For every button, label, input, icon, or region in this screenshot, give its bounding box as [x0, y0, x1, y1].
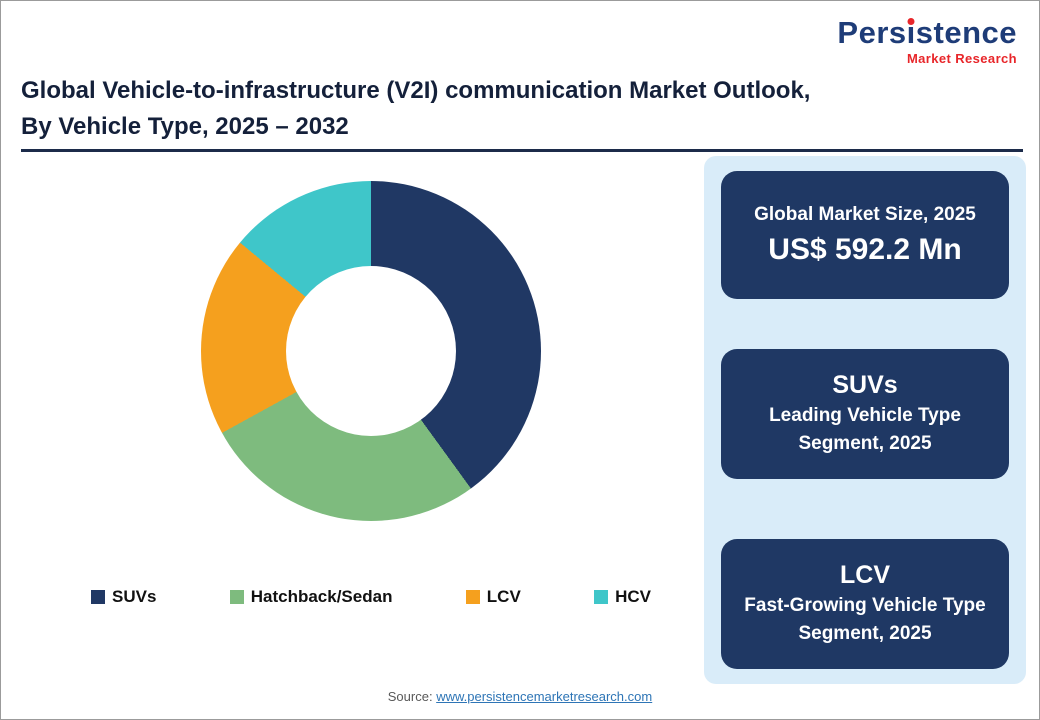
fast-growing-segment-name: LCV [840, 561, 890, 590]
logo-word-post: stence [915, 15, 1017, 50]
logo-word-i: i [906, 15, 916, 50]
market-size-box: Global Market Size, 2025 US$ 592.2 Mn [721, 171, 1009, 299]
logo-wordmark: Persi stence [837, 17, 1017, 48]
market-size-label: Global Market Size, 2025 [754, 204, 976, 226]
page-title-line2: By Vehicle Type, 2025 – 2032 [21, 113, 349, 140]
highlights-panel: Global Market Size, 2025 US$ 592.2 Mn SU… [704, 156, 1026, 684]
legend-swatch-icon [465, 590, 480, 604]
page-title: Global Vehicle-to-infrastructure (V2I) c… [21, 73, 810, 145]
donut-hole [286, 266, 456, 436]
legend-swatch-icon [91, 590, 105, 604]
legend-swatch-icon [229, 590, 244, 604]
legend-label: HCV [615, 587, 651, 606]
donut-chart [201, 181, 541, 521]
legend-label: SUVs [112, 587, 157, 606]
fast-growing-segment-label: Fast-Growing Vehicle Type Segment, 2025 [744, 594, 986, 645]
legend-item-hcv: HCV [594, 587, 651, 607]
legend-item-hatchback-sedan: Hatchback/Sedan [229, 587, 393, 607]
legend-item-suvs: SUVs [91, 587, 156, 607]
leading-segment-label: Leading Vehicle Type Segment, 2025 [769, 404, 961, 455]
market-size-value: US$ 592.2 Mn [768, 232, 962, 266]
page-title-line1: Global Vehicle-to-infrastructure (V2I) c… [21, 77, 811, 104]
legend-label: Hatchback/Sedan [250, 587, 393, 606]
title-divider [21, 149, 1023, 152]
logo-red-dot-icon [907, 18, 915, 25]
leading-segment-name: SUVs [832, 371, 898, 400]
source-link[interactable]: www.persistencemarketresearch.com [436, 689, 653, 704]
logo-subtitle: Market Research [906, 51, 1017, 66]
leading-segment-box: SUVs Leading Vehicle Type Segment, 2025 [721, 349, 1009, 479]
legend-item-lcv: LCV [465, 587, 521, 607]
pmr-logo: Persi stence Market Research [837, 17, 1017, 66]
source-line: Source: www.persistencemarketresearch.co… [1, 689, 1039, 704]
legend-label: LCV [486, 587, 521, 606]
legend-swatch-icon [594, 590, 609, 604]
fast-growing-segment-box: LCV Fast-Growing Vehicle Type Segment, 2… [721, 539, 1009, 669]
source-prefix: Source: [387, 689, 437, 704]
logo-word-pre: Pers [837, 15, 907, 50]
chart-legend: SUVs Hatchback/Sedan LCV HCV [91, 587, 651, 607]
